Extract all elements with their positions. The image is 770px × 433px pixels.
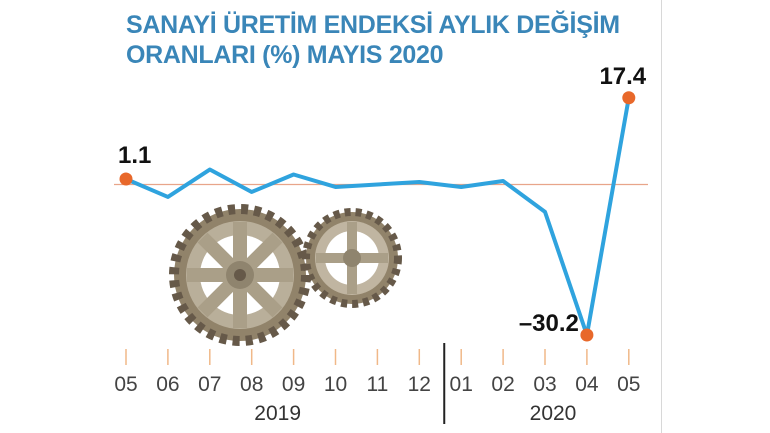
chart-title: SANAYİ ÜRETİM ENDEKSİ AYLIK DEĞİŞİM ORAN…	[126, 10, 646, 70]
value-label-1: –30.2	[519, 310, 579, 337]
x-tick-label-4: 09	[282, 373, 305, 396]
value-labels: 1.1 –30.2 17.4	[118, 63, 647, 337]
data-markers	[119, 91, 636, 342]
x-tick-label-11: 04	[575, 373, 599, 396]
year-label-2019: 2019	[254, 402, 301, 425]
x-tick-label-5: 10	[324, 373, 347, 396]
gear-small	[302, 208, 402, 308]
year-label-2020: 2020	[530, 402, 577, 425]
x-tick-label-1: 06	[156, 373, 179, 396]
chart-title-line-1: SANAYİ ÜRETİM ENDEKSİ AYLIK DEĞİŞİM	[126, 11, 620, 39]
value-label-2: 17.4	[599, 63, 646, 90]
x-tick-label-3: 08	[240, 373, 263, 396]
chart-panel	[106, 0, 661, 433]
x-tick-label-12: 05	[617, 373, 640, 396]
data-marker-1	[580, 328, 594, 342]
x-tick-label-7: 12	[408, 373, 431, 396]
panel-border	[661, 0, 662, 433]
x-tick-label-0: 05	[114, 373, 137, 396]
x-tick-label-2: 07	[198, 373, 221, 396]
chart-title-line-2: ORANLARI (%) MAYIS 2020	[126, 41, 444, 69]
x-tick-label-9: 02	[491, 373, 514, 396]
value-label-0: 1.1	[118, 142, 151, 169]
year-labels: 2019 2020	[254, 402, 576, 425]
data-marker-0	[119, 172, 133, 186]
gears-illustration	[169, 204, 402, 346]
gear-large	[169, 204, 311, 346]
x-axis-ticks	[125, 349, 630, 365]
x-tick-label-10: 03	[533, 373, 556, 396]
series-line	[125, 97, 631, 337]
data-marker-2	[622, 91, 636, 105]
x-axis-labels: 05 06 07 08 09 10 11 12 01 02 03 04 05	[114, 373, 640, 396]
x-tick-label-6: 11	[366, 373, 388, 396]
x-tick-label-8: 01	[450, 373, 473, 396]
